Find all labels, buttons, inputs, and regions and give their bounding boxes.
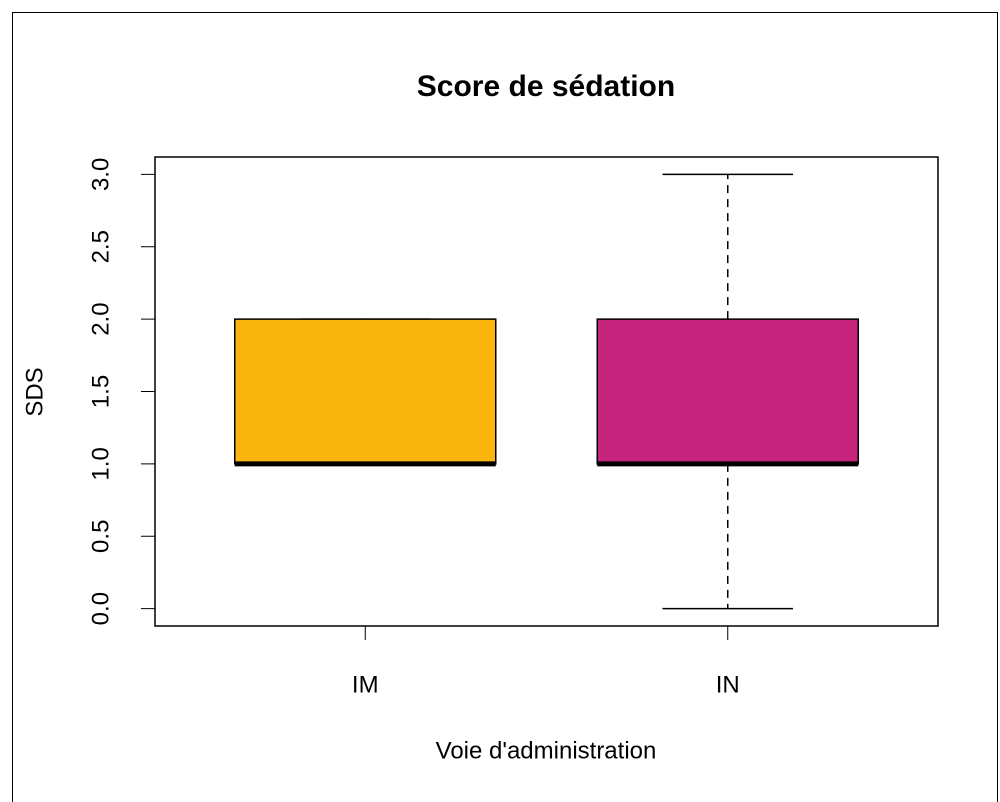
y-tick-label: 1.5 [87, 375, 114, 408]
y-tick-label: 0.0 [87, 592, 114, 625]
frame [12, 12, 998, 802]
chart-title: Score de sédation [417, 70, 675, 103]
x-axis-label: Voie d'administration [436, 737, 657, 764]
y-tick-label: 2.0 [87, 302, 114, 335]
box [234, 318, 497, 465]
y-axis-label: SDS [21, 367, 48, 416]
x-tick-label: IM [352, 671, 379, 698]
x-tick-label: IN [716, 671, 740, 698]
box [596, 318, 859, 465]
y-tick-label: 0.5 [87, 520, 114, 553]
plot-frame [154, 156, 939, 627]
y-tick-label: 3.0 [87, 158, 114, 191]
y-tick-label: 1.0 [87, 447, 114, 480]
y-tick-label: 2.5 [87, 230, 114, 263]
